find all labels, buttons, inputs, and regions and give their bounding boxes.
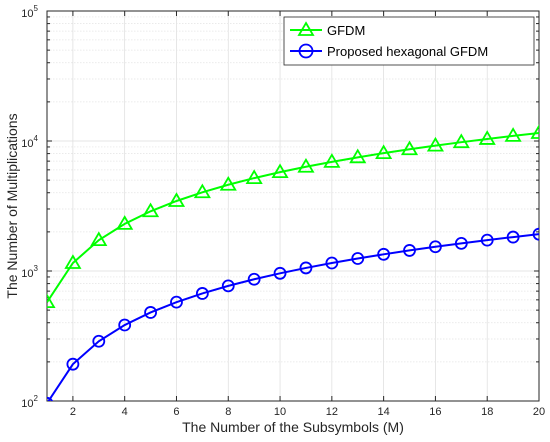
circle-data-point bbox=[325, 256, 339, 270]
triangle-data-point bbox=[64, 254, 82, 269]
legend-label-gfdm: GFDM bbox=[327, 23, 365, 38]
x-tick-label: 20 bbox=[533, 406, 545, 418]
triangle-data-point bbox=[90, 231, 108, 247]
series-0 bbox=[47, 124, 539, 309]
triangle-data-point bbox=[271, 163, 289, 179]
y-tick-label: 103 bbox=[21, 264, 38, 280]
triangle-data-point bbox=[116, 215, 134, 230]
triangle-data-point bbox=[245, 169, 263, 184]
y-tick-label-base: 10 bbox=[21, 398, 33, 410]
x-tick-label: 16 bbox=[429, 406, 441, 418]
triangle-data-point bbox=[349, 148, 367, 164]
y-tick-label-exponent: 3 bbox=[34, 264, 39, 273]
y-tick-label-exponent: 2 bbox=[34, 394, 39, 403]
gridlines bbox=[47, 10, 540, 402]
triangle-data-point bbox=[426, 136, 444, 152]
y-tick-label-base: 10 bbox=[21, 138, 33, 150]
y-tick-label: 105 bbox=[21, 4, 38, 20]
plot-area-frame bbox=[46, 10, 540, 402]
series-lines bbox=[47, 124, 539, 401]
circle-data-point bbox=[351, 252, 365, 265]
triangle-data-point bbox=[375, 144, 393, 160]
y-tick-label: 104 bbox=[21, 134, 38, 150]
triangle-data-point bbox=[219, 175, 237, 191]
triangle-data-point bbox=[297, 157, 315, 173]
circle-data-point bbox=[66, 357, 80, 371]
legend-entry-hexagonal-gfdm: Proposed hexagonal GFDM bbox=[290, 43, 488, 59]
y-tick-label: 102 bbox=[21, 394, 38, 410]
triangle-data-point bbox=[400, 140, 419, 156]
x-axis-ticks: 2 4 6 8 10 12 14 16 18 20 bbox=[70, 11, 545, 418]
circle-data-point bbox=[429, 240, 442, 254]
x-tick-label: 6 bbox=[173, 406, 179, 418]
y-tick-label-base: 10 bbox=[21, 268, 33, 280]
x-tick-label: 18 bbox=[481, 406, 493, 418]
circle-data-point bbox=[299, 261, 313, 275]
circle-data-point bbox=[403, 244, 416, 257]
triangle-data-point bbox=[504, 127, 522, 142]
legend-circle-marker-icon bbox=[298, 43, 314, 59]
circle-data-point bbox=[118, 318, 132, 332]
circle-data-point bbox=[144, 306, 157, 319]
legend-label-hexagonal-gfdm: Proposed hexagonal GFDM bbox=[327, 44, 488, 59]
legend-triangle-marker-icon bbox=[297, 21, 315, 36]
triangle-data-point bbox=[142, 202, 160, 218]
circle-data-point bbox=[273, 266, 287, 280]
legend-entry-gfdm: GFDM bbox=[290, 21, 365, 38]
x-tick-label: 8 bbox=[225, 406, 231, 418]
y-tick-label-base: 10 bbox=[21, 8, 33, 20]
y-tick-label-exponent: 5 bbox=[34, 4, 39, 13]
circle-data-point bbox=[247, 272, 261, 286]
circle-data-point bbox=[532, 227, 539, 241]
circle-data-point bbox=[480, 233, 494, 247]
triangle-data-point bbox=[193, 183, 211, 199]
legend-box bbox=[283, 16, 535, 66]
x-tick-label: 12 bbox=[326, 406, 338, 418]
x-tick-label: 4 bbox=[122, 406, 128, 418]
x-tick-label: 2 bbox=[70, 406, 76, 418]
circle-data-point bbox=[221, 279, 235, 293]
circle-data-point bbox=[170, 295, 183, 309]
circle-data-point bbox=[195, 287, 209, 300]
triangle-data-point bbox=[452, 133, 470, 149]
triangle-data-point bbox=[47, 293, 56, 309]
y-tick-label-exponent: 4 bbox=[34, 134, 39, 143]
series-line bbox=[47, 233, 539, 401]
circle-data-point bbox=[377, 247, 391, 261]
circle-data-point bbox=[506, 230, 520, 244]
triangle-data-point bbox=[323, 153, 341, 168]
x-tick-label: 10 bbox=[274, 406, 286, 418]
circle-data-point bbox=[454, 236, 468, 250]
y-axis-label: The Number of Multiplications bbox=[4, 113, 20, 298]
x-axis-label: The Number of the Subsymbols (M) bbox=[182, 419, 404, 435]
circle-data-point bbox=[92, 334, 106, 348]
legend: GFDM Proposed hexagonal GFDM bbox=[283, 16, 535, 66]
triangle-data-point bbox=[478, 130, 496, 145]
triangle-data-point bbox=[167, 192, 186, 207]
triangle-data-point bbox=[530, 124, 539, 139]
series-1 bbox=[47, 227, 539, 401]
x-tick-label: 14 bbox=[378, 406, 390, 418]
